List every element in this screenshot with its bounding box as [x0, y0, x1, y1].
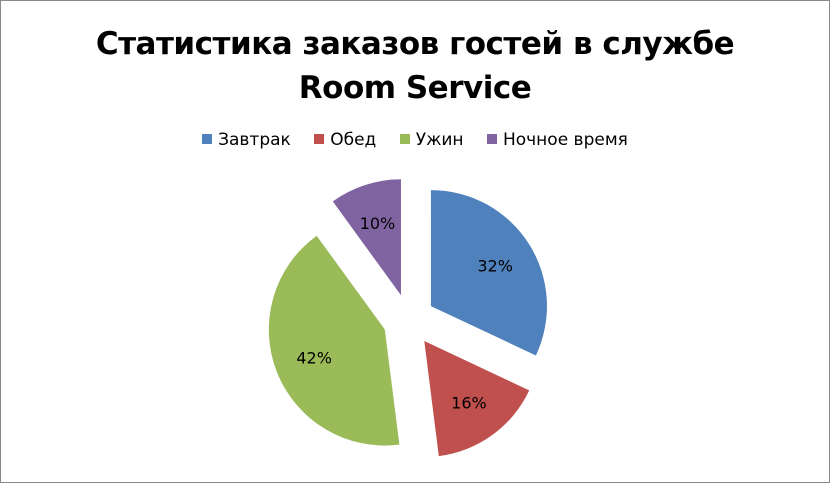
- legend-label-dinner: Ужин: [415, 130, 464, 150]
- legend-swatch-dinner: [399, 134, 410, 144]
- pie-slice-night: [332, 179, 401, 296]
- chart-title-line-2: Room Service: [298, 70, 532, 106]
- legend-item-dinner: Ужин: [399, 130, 464, 150]
- legend-swatch-night: [486, 134, 497, 144]
- legend-swatch-lunch: [314, 134, 325, 144]
- chart-title-line-1: Статистика заказов гостей в службе: [95, 26, 735, 62]
- legend-label-lunch: Обед: [330, 130, 377, 150]
- pie-slice-breakfast: [430, 190, 547, 356]
- slice-label-lunch: 16%: [451, 394, 487, 413]
- legend: Завтрак Обед Ужин Ночное время: [0, 130, 830, 150]
- legend-swatch-breakfast: [202, 134, 213, 144]
- slice-label-night: 10%: [360, 214, 396, 233]
- chart-title: Статистика заказов гостей в службе Room …: [0, 22, 830, 110]
- legend-item-lunch: Обед: [314, 130, 376, 150]
- legend-item-night: Ночное время: [486, 130, 628, 150]
- pie-slice-dinner: [268, 235, 400, 446]
- pie-slice-lunch: [424, 341, 530, 457]
- slice-label-breakfast: 32%: [477, 256, 513, 275]
- legend-item-breakfast: Завтрак: [202, 130, 291, 150]
- slice-label-dinner: 42%: [296, 349, 332, 368]
- legend-label-breakfast: Завтрак: [218, 130, 291, 150]
- legend-label-night: Ночное время: [502, 130, 628, 150]
